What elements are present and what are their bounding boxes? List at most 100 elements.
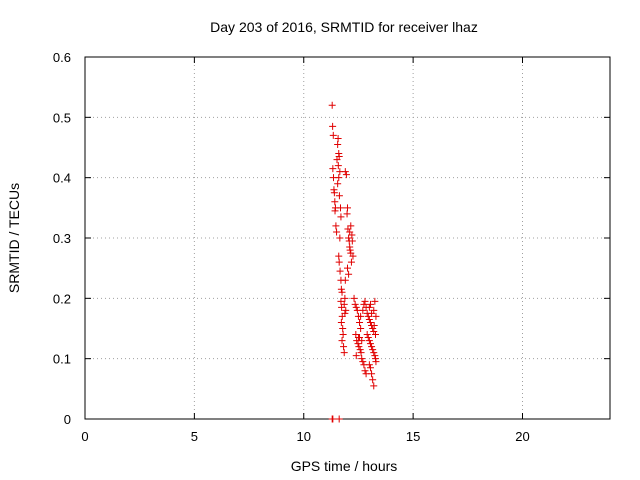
data-point — [357, 325, 365, 332]
data-point — [348, 231, 356, 239]
x-tick-label: 5 — [191, 429, 198, 444]
data-point — [365, 315, 373, 323]
x-axis-title: GPS time / hours — [291, 458, 398, 474]
data-point — [354, 340, 362, 348]
data-point — [329, 415, 337, 423]
data-point — [372, 331, 379, 339]
data-point — [343, 210, 351, 218]
data-point — [331, 198, 339, 206]
data-point — [366, 300, 374, 308]
data-point — [365, 361, 373, 369]
x-tick-label: 20 — [515, 429, 529, 444]
data-point — [334, 140, 342, 148]
y-tick-label: 0 — [64, 412, 71, 427]
data-point — [371, 352, 379, 360]
data-point — [339, 325, 347, 332]
data-point — [365, 303, 373, 311]
data-point — [349, 252, 357, 260]
data-point — [370, 321, 378, 329]
data-point — [369, 325, 377, 332]
data-point — [355, 343, 363, 351]
data-point — [329, 131, 337, 139]
data-point — [370, 328, 378, 336]
data-point — [337, 213, 345, 221]
data-point — [361, 367, 369, 375]
x-axis: 0 5 10 15 20 — [81, 57, 530, 444]
data-point — [334, 162, 342, 170]
data-point — [347, 258, 355, 266]
data-point — [337, 297, 345, 305]
data-point — [361, 297, 369, 305]
data-point — [365, 337, 373, 345]
data-point — [344, 225, 352, 233]
y-tick-label: 0.3 — [53, 231, 71, 246]
data-point — [332, 222, 340, 230]
data-point — [346, 246, 354, 254]
data-point — [334, 134, 342, 142]
data-point — [341, 309, 349, 317]
data-point — [357, 312, 365, 320]
data-point — [342, 171, 350, 179]
data-point — [335, 258, 343, 266]
y-tick-label: 0.6 — [53, 50, 71, 65]
y-tick-label: 0.2 — [53, 291, 71, 306]
data-point — [366, 318, 374, 326]
data-point — [369, 346, 377, 354]
data-point — [333, 228, 341, 236]
data-point — [338, 337, 346, 345]
chart-title: Day 203 of 2016, SRMTID for receiver lha… — [210, 19, 478, 35]
x-tick-label: 0 — [81, 429, 88, 444]
data-point — [369, 376, 377, 384]
data-point — [371, 297, 379, 305]
data-point — [344, 264, 351, 272]
data-point — [359, 358, 367, 366]
data-point — [338, 288, 346, 296]
data-point — [368, 370, 376, 378]
data-point — [364, 312, 372, 320]
y-tick-label: 0.4 — [53, 171, 71, 186]
data-point — [328, 101, 336, 109]
data-point — [352, 303, 360, 311]
data-point — [342, 306, 350, 314]
data-point — [335, 174, 343, 182]
data-point — [336, 234, 344, 242]
data-point — [341, 168, 349, 176]
data-point — [330, 189, 338, 197]
data-point — [337, 318, 345, 326]
y-tick-label: 0.5 — [53, 110, 71, 125]
data-point — [370, 306, 378, 314]
data-point — [335, 192, 343, 200]
data-point — [341, 276, 349, 284]
y-axis-title: SRMTID / TECUs — [6, 183, 22, 293]
data-point — [372, 312, 380, 320]
data-point — [340, 349, 348, 357]
y-axis: 0 0.1 0.2 0.3 0.4 0.5 0.6 — [53, 50, 610, 427]
data-point — [345, 234, 353, 242]
data-point — [358, 337, 366, 345]
data-point — [356, 346, 364, 354]
data-point — [364, 334, 372, 342]
data-point — [350, 294, 358, 302]
data-point — [370, 382, 378, 390]
data-point — [334, 180, 342, 188]
x-tick-label: 15 — [406, 429, 420, 444]
data-point — [331, 207, 339, 215]
data-point — [348, 237, 356, 245]
data-point — [339, 331, 347, 339]
data-series — [328, 101, 380, 423]
data-point — [363, 331, 371, 339]
x-tick-label: 10 — [297, 429, 311, 444]
y-tick-label: 0.1 — [53, 352, 71, 367]
data-point — [337, 285, 345, 293]
data-point — [329, 165, 337, 173]
data-point — [337, 204, 344, 212]
data-point — [357, 349, 365, 357]
data-point — [356, 318, 364, 326]
data-point — [366, 364, 374, 372]
data-point — [352, 352, 360, 360]
data-point — [368, 343, 376, 351]
data-point — [344, 204, 351, 212]
data-point — [335, 153, 343, 161]
data-point — [341, 294, 349, 302]
